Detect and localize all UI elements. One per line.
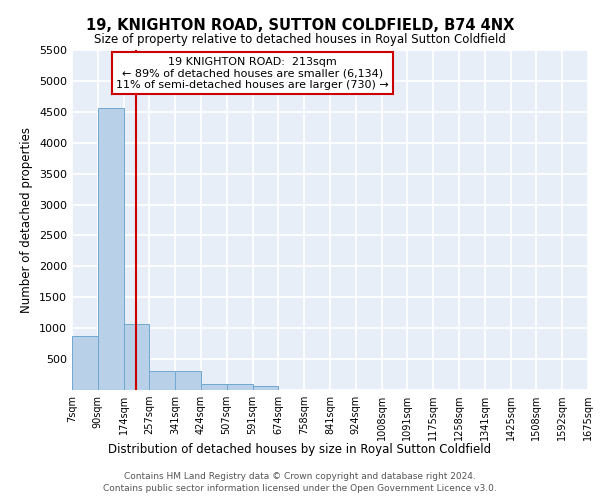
Text: Contains public sector information licensed under the Open Government Licence v3: Contains public sector information licen… [103, 484, 497, 493]
Text: Contains HM Land Registry data © Crown copyright and database right 2024.: Contains HM Land Registry data © Crown c… [124, 472, 476, 481]
Bar [175, 372, 201, 390]
Y-axis label: Number of detached properties: Number of detached properties [20, 127, 34, 313]
Text: Distribution of detached houses by size in Royal Sutton Coldfield: Distribution of detached houses by size … [109, 442, 491, 456]
Bar [253, 386, 278, 390]
Text: 19, KNIGHTON ROAD, SUTTON COLDFIELD, B74 4NX: 19, KNIGHTON ROAD, SUTTON COLDFIELD, B74… [86, 18, 514, 32]
Bar [201, 384, 227, 390]
Bar [98, 108, 124, 390]
Bar [149, 372, 175, 390]
Bar [72, 336, 98, 390]
Text: 19 KNIGHTON ROAD:  213sqm
← 89% of detached houses are smaller (6,134)
11% of se: 19 KNIGHTON ROAD: 213sqm ← 89% of detach… [116, 57, 389, 90]
Bar [124, 324, 149, 390]
Text: Size of property relative to detached houses in Royal Sutton Coldfield: Size of property relative to detached ho… [94, 32, 506, 46]
Bar [227, 384, 253, 390]
